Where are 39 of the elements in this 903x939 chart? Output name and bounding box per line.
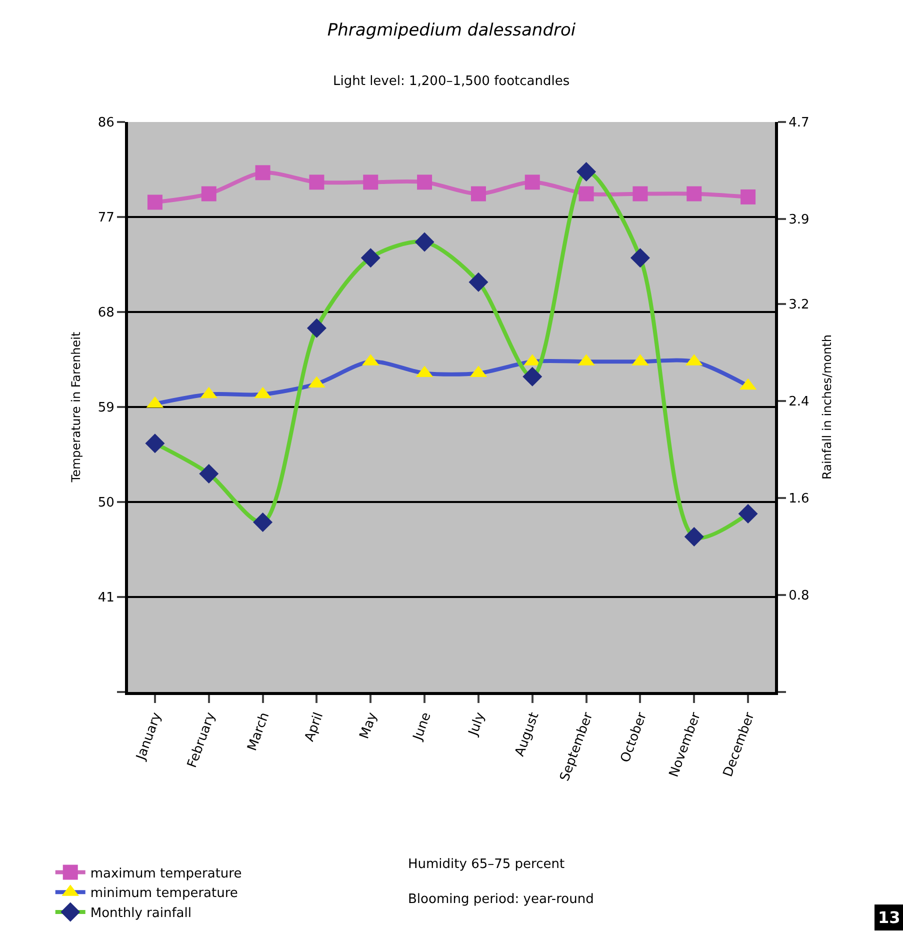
point — [522, 366, 542, 386]
point — [576, 162, 596, 182]
x-tick-label: March — [245, 710, 273, 753]
point — [414, 232, 434, 252]
y-tick-label: 68 — [98, 306, 114, 321]
y-tick-label: 86 — [98, 116, 114, 131]
point — [360, 248, 380, 268]
text: 13 — [878, 908, 900, 927]
x-tick-label: June — [410, 710, 434, 744]
point — [306, 318, 326, 338]
y2-tick-label: 1.6 — [788, 492, 810, 507]
y2-axis-title: Rainfall in inches/month — [820, 334, 834, 480]
chart-subtitle: Light level: 1,200–1,500 footcandles — [333, 74, 570, 89]
y2-tick-label: 4.7 — [788, 116, 810, 131]
y-tick-label: 59 — [98, 400, 114, 416]
y2-tick-label: 2.4 — [788, 394, 810, 410]
y-axis-title: Temperature in Farenheit — [69, 331, 84, 484]
point — [738, 504, 758, 524]
point — [684, 527, 704, 547]
point — [145, 434, 165, 454]
point — [253, 512, 273, 532]
legend-label: minimum temperature — [90, 886, 238, 902]
y2-tick-label: 0.8 — [788, 588, 810, 604]
x-tick-label: July — [466, 710, 488, 739]
legend-label: Monthly rainfall — [90, 906, 192, 922]
y-tick-label: 50 — [98, 496, 114, 511]
point — [630, 248, 650, 268]
x-tick-label: April — [302, 710, 327, 744]
y2-tick-label: 3.9 — [788, 212, 810, 228]
legend-label: maximum temperature — [90, 866, 242, 882]
point — [199, 464, 219, 484]
y-tick-label: 77 — [98, 210, 114, 226]
y2-tick-label: 3.2 — [788, 297, 810, 312]
x-tick-label: May — [357, 710, 381, 741]
y-tick-label: 41 — [98, 590, 114, 606]
text: Blooming period: year-round — [408, 892, 594, 907]
chart-title: Phragmipedium dalessandroi — [327, 20, 576, 40]
point — [468, 272, 488, 292]
text: Humidity 65–75 percent — [408, 857, 565, 872]
